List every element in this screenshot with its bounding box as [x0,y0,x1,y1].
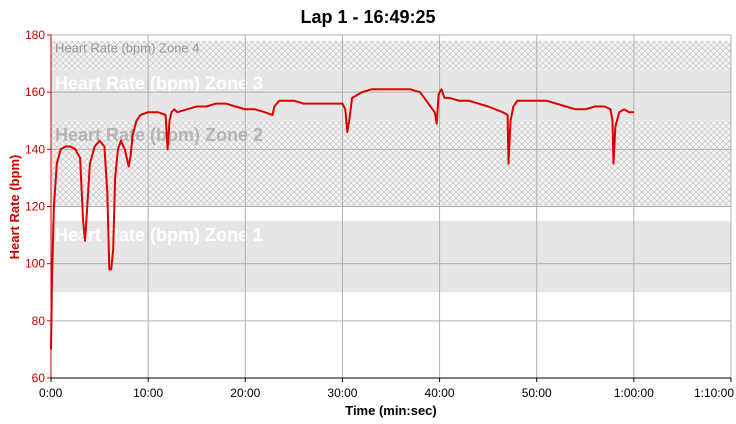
grid-layer [51,34,732,378]
zone-label-3: Heart Rate (bpm) Zone 3 [55,73,263,93]
y-tick-label: 140 [25,142,45,156]
series-layer [50,88,634,350]
chart-title: Lap 1 - 16:49:25 [300,7,435,27]
y-axis-title: Heart Rate (bpm) [7,155,22,260]
zone-band-2 [51,120,731,207]
x-tick-label: 1:00:00 [614,386,654,400]
zone-band-3 [51,69,731,121]
y-tick-label: 120 [25,200,45,214]
x-tick-label: 0:00 [39,386,63,400]
y-tick-label: 60 [32,371,46,385]
x-tick-label: 50:00 [522,386,552,400]
zone-label-1: Heart Rate (bpm) Zone 1 [55,225,263,245]
x-tick-label: 10:00 [133,386,163,400]
zones-layer: Heart Rate (bpm) Zone 1 Heart Rate (bpm) … [51,40,731,293]
zone-label-4: Heart Rate (bpm) Zone 4 [55,41,200,56]
y-tick-label: 80 [32,314,46,328]
heart-rate-line [50,88,634,350]
zone-band-4 [51,40,731,70]
zone-label-2: Heart Rate (bpm) Zone 2 [55,125,263,145]
x-tick-label: 40:00 [425,386,455,400]
zone-band-1 [51,220,731,293]
x-axis-title: Time (min:sec) [345,403,437,418]
y-tick-label: 180 [25,28,45,42]
y-tick-label: 100 [25,257,45,271]
y-tick-label: 160 [25,85,45,99]
x-tick-label: 30:00 [327,386,357,400]
x-tick-label: 1:10:00 [694,386,734,400]
x-tick-label: 20:00 [230,386,260,400]
ticks-layer: 60 80 100 120 140 160 180 0:00 10:00 20:00 30:00 40… [25,28,734,400]
